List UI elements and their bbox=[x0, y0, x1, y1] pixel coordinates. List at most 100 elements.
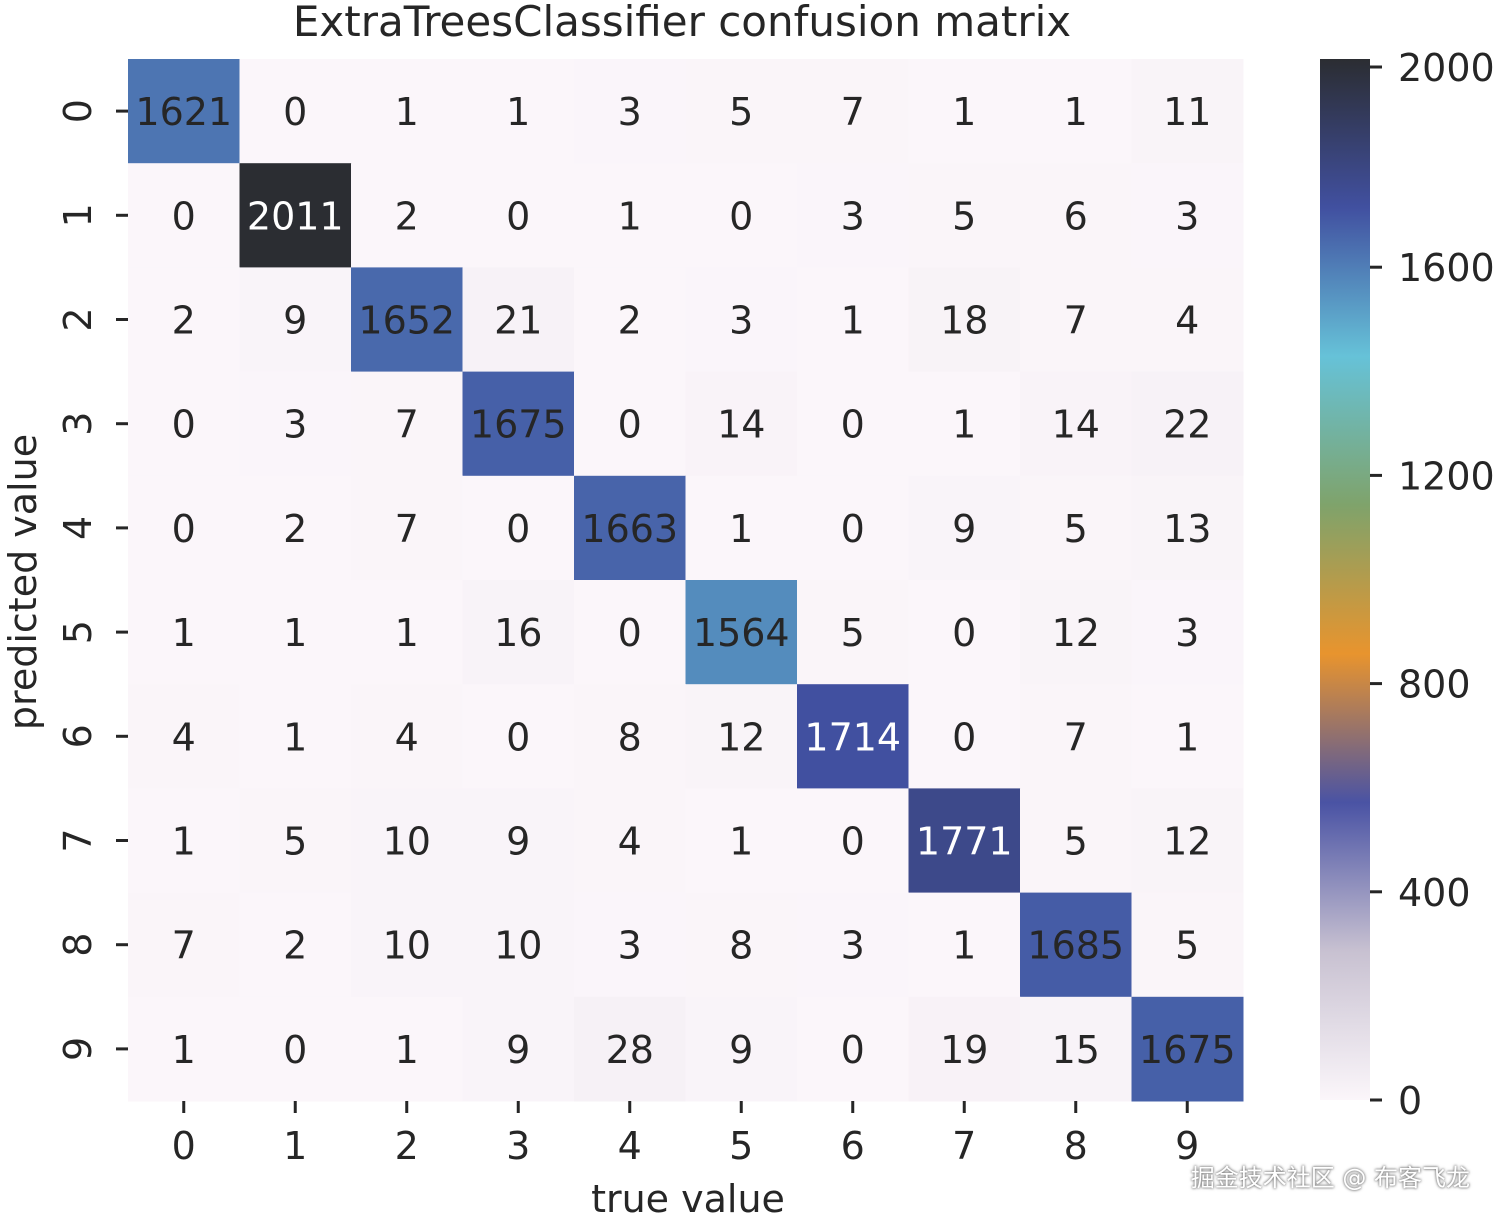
heatmap-cell-1-2 bbox=[351, 163, 463, 268]
heatmap-cell-7-0 bbox=[128, 788, 240, 894]
colorbar-tick-label: 400 bbox=[1398, 871, 1471, 915]
cell-value-label: 1663 bbox=[581, 507, 678, 551]
y-axis-label: predicted value bbox=[1, 434, 45, 730]
cell-value-label: 3 bbox=[283, 403, 307, 447]
cell-value-label: 12 bbox=[1052, 611, 1100, 655]
heatmap-cell-0-1 bbox=[239, 59, 352, 164]
cell-value-label: 3 bbox=[841, 194, 865, 238]
heatmap-cell-0-4 bbox=[574, 59, 686, 164]
cell-value-label: 15 bbox=[1052, 1028, 1100, 1072]
cell-value-label: 9 bbox=[506, 820, 530, 864]
heatmap-cell-6-7 bbox=[908, 684, 1021, 789]
heatmap-cell-0-6 bbox=[797, 59, 909, 164]
cell-value-label: 1621 bbox=[135, 90, 232, 134]
cell-value-label: 1 bbox=[172, 1028, 196, 1072]
cell-value-label: 7 bbox=[1064, 299, 1088, 343]
cell-value-label: 1714 bbox=[804, 715, 901, 759]
heatmap-cell-2-2 bbox=[351, 267, 463, 373]
cell-value-label: 0 bbox=[618, 403, 642, 447]
heatmap-cell-5-7 bbox=[908, 580, 1021, 685]
heatmap-cell-4-9 bbox=[1131, 475, 1244, 581]
y-tick-label: 7 bbox=[56, 828, 100, 852]
heatmap-cell-5-5 bbox=[685, 580, 798, 685]
heatmap-cell-5-9 bbox=[1131, 580, 1244, 685]
heatmap-cell-7-9 bbox=[1131, 788, 1244, 894]
heatmap-cell-7-2 bbox=[351, 788, 463, 894]
cell-value-label: 4 bbox=[1175, 299, 1199, 343]
colorbar-tick-label: 0 bbox=[1398, 1079, 1422, 1123]
heatmap-cell-5-8 bbox=[1020, 580, 1132, 685]
cell-value-label: 5 bbox=[1175, 924, 1199, 968]
heatmap-cell-8-4 bbox=[574, 892, 686, 998]
heatmap-cell-6-4 bbox=[574, 684, 686, 789]
y-tick-label: 3 bbox=[56, 412, 100, 436]
heatmap-cell-0-9 bbox=[1131, 59, 1244, 164]
cell-value-label: 1 bbox=[172, 820, 196, 864]
cell-value-label: 1 bbox=[952, 90, 976, 134]
heatmap-cell-0-5 bbox=[685, 59, 798, 164]
cell-value-label: 1652 bbox=[358, 299, 455, 343]
heatmap-cell-0-0 bbox=[128, 59, 240, 164]
x-tick-label: 5 bbox=[729, 1124, 753, 1168]
watermark: 掘金技术社区 @ 布客飞龙 bbox=[1190, 1164, 1470, 1192]
cell-value-label: 3 bbox=[618, 924, 642, 968]
heatmap-cell-6-8 bbox=[1020, 684, 1132, 789]
cell-value-label: 0 bbox=[952, 715, 976, 759]
x-tick-label: 3 bbox=[506, 1124, 530, 1168]
cell-value-label: 3 bbox=[1175, 611, 1199, 655]
x-tick-label: 8 bbox=[1064, 1124, 1088, 1168]
heatmap-cell-9-9 bbox=[1131, 996, 1244, 1102]
heatmap-cell-9-4 bbox=[574, 996, 686, 1102]
cell-value-label: 0 bbox=[506, 715, 530, 759]
cell-value-label: 1675 bbox=[1139, 1028, 1236, 1072]
y-tick-label: 9 bbox=[56, 1037, 100, 1061]
heatmap-cell-7-1 bbox=[239, 788, 352, 894]
heatmap-cell-3-4 bbox=[574, 371, 686, 477]
cell-value-label: 14 bbox=[717, 403, 765, 447]
heatmap-cell-6-1 bbox=[239, 684, 352, 789]
heatmap-cell-9-6 bbox=[797, 996, 909, 1102]
heatmap-cell-1-6 bbox=[797, 163, 909, 268]
x-axis-label: true value bbox=[591, 1177, 785, 1221]
cell-value-label: 2011 bbox=[247, 194, 344, 238]
cell-value-label: 2 bbox=[395, 194, 419, 238]
heatmap-cell-3-6 bbox=[797, 371, 909, 477]
colorbar-tick-label: 2000 bbox=[1398, 46, 1495, 90]
heatmap-cell-4-6 bbox=[797, 475, 909, 581]
x-tick-label: 9 bbox=[1175, 1124, 1199, 1168]
heatmap-cell-1-5 bbox=[685, 163, 798, 268]
cell-value-label: 0 bbox=[172, 194, 196, 238]
heatmap-cell-7-6 bbox=[797, 788, 909, 894]
heatmap-cell-2-4 bbox=[574, 267, 686, 373]
y-tick-label: 4 bbox=[56, 516, 100, 540]
cell-value-label: 1675 bbox=[470, 403, 567, 447]
heatmap-cell-9-1 bbox=[239, 996, 352, 1102]
heatmap-cell-7-8 bbox=[1020, 788, 1132, 894]
cell-value-label: 9 bbox=[283, 299, 307, 343]
heatmap-cell-3-7 bbox=[908, 371, 1021, 477]
colorbar: 0 400 800 1200 1600 2000 bbox=[1320, 46, 1495, 1123]
heatmap-cell-6-3 bbox=[462, 684, 575, 789]
y-axis-ticks: 0 1 2 3 4 5 6 7 8 9 bbox=[56, 99, 128, 1061]
chart-title: ExtraTreesClassifier confusion matrix bbox=[293, 0, 1071, 46]
heatmap-cell-3-1 bbox=[239, 371, 352, 477]
cell-value-label: 1 bbox=[729, 820, 753, 864]
cell-value-label: 0 bbox=[841, 1028, 865, 1072]
cell-value-label: 3 bbox=[618, 90, 642, 134]
heatmap-cell-2-0 bbox=[128, 267, 240, 373]
heatmap-cell-1-0 bbox=[128, 163, 240, 268]
y-tick-label: 1 bbox=[56, 203, 100, 227]
heatmap-cell-0-3 bbox=[462, 59, 575, 164]
cell-value-label: 18 bbox=[940, 299, 988, 343]
colorbar-tick-label: 1600 bbox=[1398, 246, 1495, 290]
heatmap-cell-2-5 bbox=[685, 267, 798, 373]
cell-value-label: 1564 bbox=[693, 611, 790, 655]
heatmap-cell-8-5 bbox=[685, 892, 798, 998]
x-tick-label: 1 bbox=[283, 1124, 307, 1168]
cell-value-label: 16 bbox=[494, 611, 542, 655]
cell-value-label: 8 bbox=[729, 924, 753, 968]
heatmap-cell-0-2 bbox=[351, 59, 463, 164]
cell-value-label: 0 bbox=[618, 611, 642, 655]
heatmap-cell-3-5 bbox=[685, 371, 798, 477]
cell-value-label: 4 bbox=[618, 820, 642, 864]
